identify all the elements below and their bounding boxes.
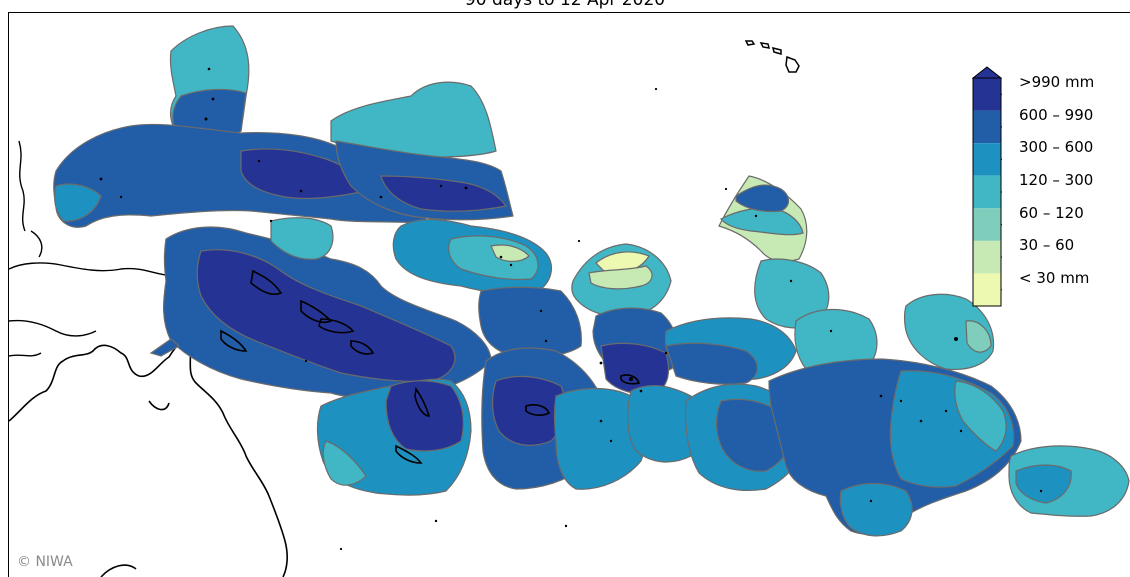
legend-label: 300 – 600: [1019, 138, 1094, 157]
legend-swatch: [973, 175, 1001, 209]
legend-colorbar: [972, 66, 1002, 307]
legend-swatch: [973, 143, 1001, 176]
legend-label: >990 mm: [1019, 73, 1095, 92]
island-outlines: [220, 269, 641, 464]
legend-swatch: [973, 273, 1001, 306]
legend-label: 60 – 120: [1019, 203, 1084, 222]
credit-text: © NIWA: [17, 554, 73, 570]
legend-label: 30 – 60: [1019, 236, 1075, 255]
map-frame: >990 mm 600 – 990 300 – 600 120 – 300 60 – 1…: [8, 12, 1130, 577]
legend-swatch: [973, 208, 1001, 241]
legend-swatch: [973, 78, 1001, 111]
map-title: 90 days to 12 Apr 2020: [464, 0, 666, 10]
rainfall-map: [9, 25, 1130, 577]
rainfall-region-central: [316, 218, 646, 496]
legend-label: 600 – 990: [1019, 105, 1094, 124]
legend-swatch: [973, 110, 1001, 144]
legend-label: < 30 mm: [1019, 268, 1090, 287]
hawaii-islands: [744, 40, 800, 73]
legend-extend-arrow: [972, 66, 1002, 79]
legend-label: 120 – 300: [1019, 171, 1094, 189]
legend-swatch: [973, 240, 1001, 274]
rainfall-region-polynesia: [768, 358, 1130, 537]
island-markers: [99, 67, 1043, 551]
rainfall-region-north: [53, 25, 514, 228]
rainfall-region-line-islands: [718, 175, 995, 378]
